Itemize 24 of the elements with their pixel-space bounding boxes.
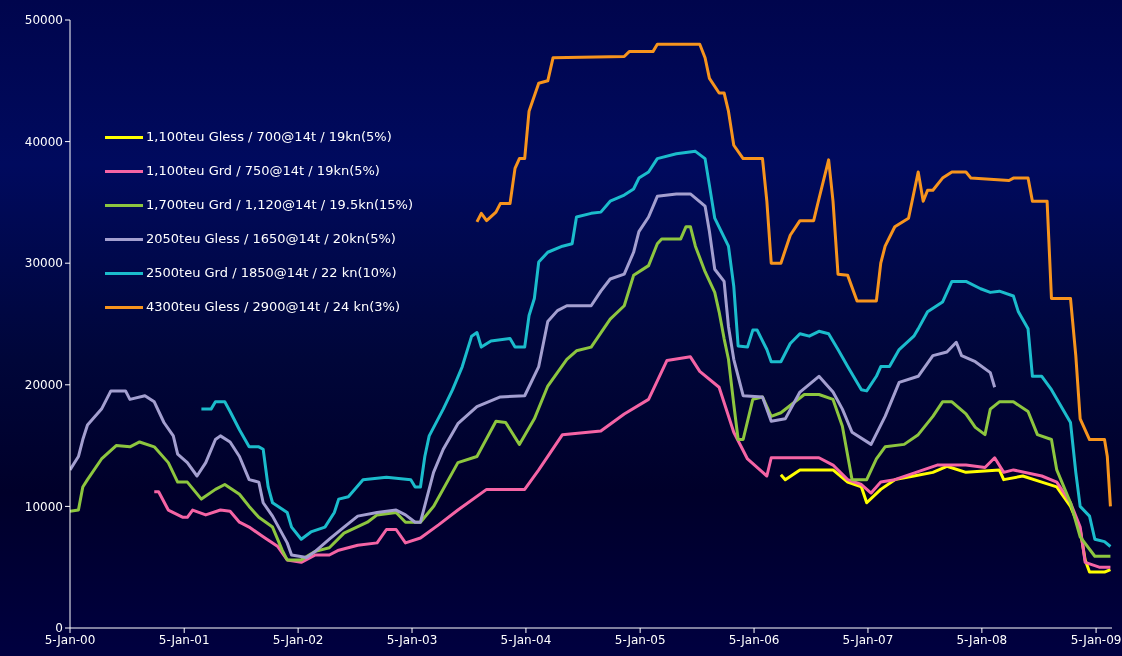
- x-tick-label: 5-Jan-04: [500, 632, 552, 647]
- legend-label: 1,700teu Grd / 1,120@14t / 19.5kn(15%): [146, 196, 414, 214]
- legend-label: 2050teu Gless / 1650@14t / 20kn(5%): [146, 230, 396, 248]
- line-series: [70, 192, 997, 559]
- y-tick-label: 10000: [24, 499, 63, 514]
- y-tick-label: 50000: [24, 13, 63, 28]
- x-tick-label: 5-Jan-07: [842, 632, 894, 647]
- legend-label: 1,100teu Grd / 750@14t / 19kn(5%): [146, 162, 380, 180]
- line-series: [152, 355, 1112, 569]
- legend-label: 1,100teu Gless / 700@14t / 19kn(5%): [146, 128, 392, 146]
- y-tick-label: 30000: [24, 256, 63, 271]
- y-tick-label: 20000: [24, 378, 63, 393]
- x-tick-label: 5-Jan-02: [272, 632, 324, 647]
- x-tick-label: 5-Jan-05: [614, 632, 666, 647]
- x-tick-label: 5-Jan-06: [728, 632, 780, 647]
- line-series: [70, 225, 1112, 562]
- y-tick-label: 40000: [24, 134, 63, 149]
- legend-label: 4300teu Gless / 2900@14t / 24 kn(3%): [146, 298, 401, 316]
- x-tick-label: 5-Jan-09: [1070, 632, 1122, 647]
- legend-label: 2500teu Grd / 1850@14t / 22 kn(10%): [146, 264, 397, 282]
- x-tick-label: 5-Jan-03: [386, 632, 438, 647]
- line-series: [475, 42, 1112, 508]
- x-tick-label: 5-Jan-01: [158, 632, 210, 647]
- x-tick-label: 5-Jan-08: [956, 632, 1008, 647]
